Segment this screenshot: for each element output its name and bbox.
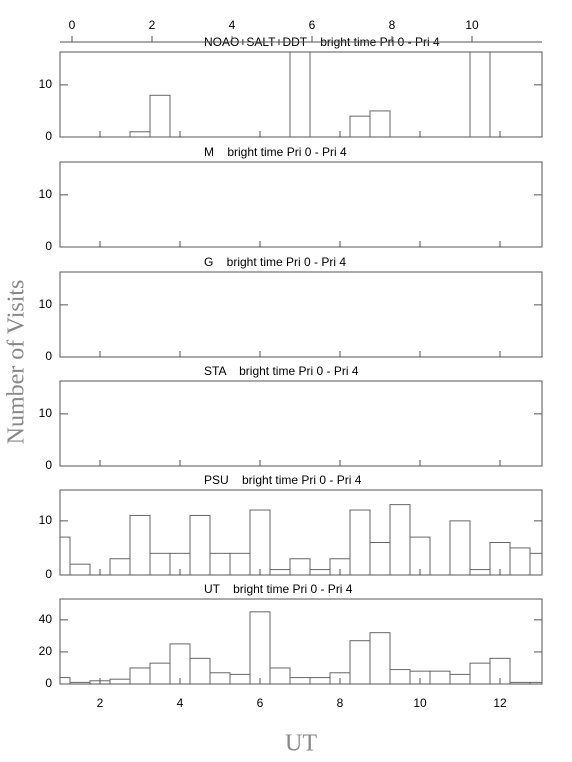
bar — [469, 662, 491, 684]
bar — [69, 563, 91, 575]
x-tick-label: 10 — [413, 696, 427, 710]
x2-tick-label: 4 — [229, 18, 236, 32]
bar — [109, 558, 131, 575]
x-tick-label: 6 — [257, 696, 264, 710]
bar — [529, 681, 542, 684]
x2-tick-label: 2 — [149, 18, 156, 32]
x2-tick-label: 0 — [69, 18, 76, 32]
bar — [449, 673, 471, 684]
bar — [289, 52, 311, 137]
bar — [60, 677, 71, 684]
bar — [429, 670, 451, 684]
panel: STA bright time Pri 0 - Pri 4 0 10 — [39, 364, 543, 472]
bar — [469, 569, 491, 575]
y-tick-label: 0 — [45, 567, 52, 581]
bar — [289, 677, 311, 684]
bar — [229, 673, 251, 684]
bar — [389, 504, 411, 575]
panel-title: STA bright time Pri 0 - Pri 4 — [204, 364, 359, 378]
bar — [349, 509, 371, 575]
bar — [109, 678, 131, 684]
frame — [59, 51, 543, 138]
x2-tick-label: 8 — [389, 18, 396, 32]
bar — [169, 643, 191, 684]
bar — [309, 677, 331, 684]
frame — [59, 489, 543, 576]
bar — [129, 514, 151, 575]
x2-tick-label: 10 — [465, 18, 479, 32]
bar — [349, 640, 371, 684]
bar — [209, 552, 231, 575]
bar — [389, 669, 411, 684]
bar — [529, 552, 542, 575]
y-tick-label: 0 — [45, 239, 52, 253]
y-tick-label: 40 — [39, 612, 53, 626]
bars — [60, 611, 542, 684]
bar — [249, 611, 271, 684]
bar — [269, 667, 291, 684]
bar — [269, 569, 291, 575]
panel: M bright time Pri 0 - Pri 4 0 10 — [39, 145, 543, 253]
panel: PSU bright time Pri 0 - Pri 4 0 10 — [39, 473, 543, 581]
panel: UT bright time Pri 0 - Pri 4 0 20 40 2 4 6 8 10 1… — [39, 582, 543, 710]
bar — [209, 672, 231, 684]
bar — [409, 536, 431, 575]
frame — [59, 161, 543, 248]
y-tick-label: 10 — [39, 77, 53, 91]
bar — [129, 131, 151, 137]
x-axis-label: UT — [285, 731, 317, 757]
y-tick-label: 10 — [39, 513, 53, 527]
bar — [189, 657, 211, 684]
bar — [149, 94, 171, 137]
frame — [59, 380, 543, 467]
panel-title: M bright time Pri 0 - Pri 4 — [204, 145, 347, 159]
bar — [309, 569, 331, 575]
y-tick-label: 10 — [39, 297, 53, 311]
x-tick-label: 4 — [177, 696, 184, 710]
x-tick-label: 2 — [97, 696, 104, 710]
bar — [369, 110, 391, 137]
bar — [229, 552, 251, 575]
bar — [249, 509, 271, 575]
y-tick-label: 10 — [39, 187, 53, 201]
bar — [369, 632, 391, 684]
panel: G bright time Pri 0 - Pri 4 0 10 — [39, 255, 543, 363]
bars — [129, 52, 491, 137]
bar — [60, 536, 71, 575]
frame — [59, 271, 543, 358]
bars — [60, 504, 542, 575]
x-tick-label: 12 — [493, 696, 507, 710]
x2-tick-label: 6 — [309, 18, 316, 32]
bar — [509, 547, 531, 575]
bar — [129, 667, 151, 684]
frame — [59, 598, 543, 685]
bar — [149, 552, 171, 575]
y-tick-label: 0 — [45, 129, 52, 143]
y-tick-label: 0 — [45, 458, 52, 472]
y-tick-label: 0 — [45, 349, 52, 363]
bar — [449, 520, 471, 575]
bar — [369, 542, 391, 575]
y-axis-label: Number of Visits — [4, 280, 30, 445]
x-tick-label: 8 — [337, 696, 344, 710]
panel-title: UT bright time Pri 0 - Pri 4 — [204, 582, 353, 596]
bar — [469, 52, 491, 137]
bar — [149, 662, 171, 684]
panel: NOAO+SALT+DDT bright time Pri 0 - Pri 40… — [39, 18, 543, 143]
panel-title: G bright time Pri 0 - Pri 4 — [204, 255, 346, 269]
panel-title: PSU bright time Pri 0 - Pri 4 — [204, 473, 362, 487]
bar — [289, 558, 311, 575]
bar — [349, 115, 371, 137]
y-tick-label: 20 — [39, 644, 53, 658]
y-tick-label: 10 — [39, 406, 53, 420]
y-tick-label: 0 — [45, 676, 52, 690]
bar — [189, 514, 211, 575]
